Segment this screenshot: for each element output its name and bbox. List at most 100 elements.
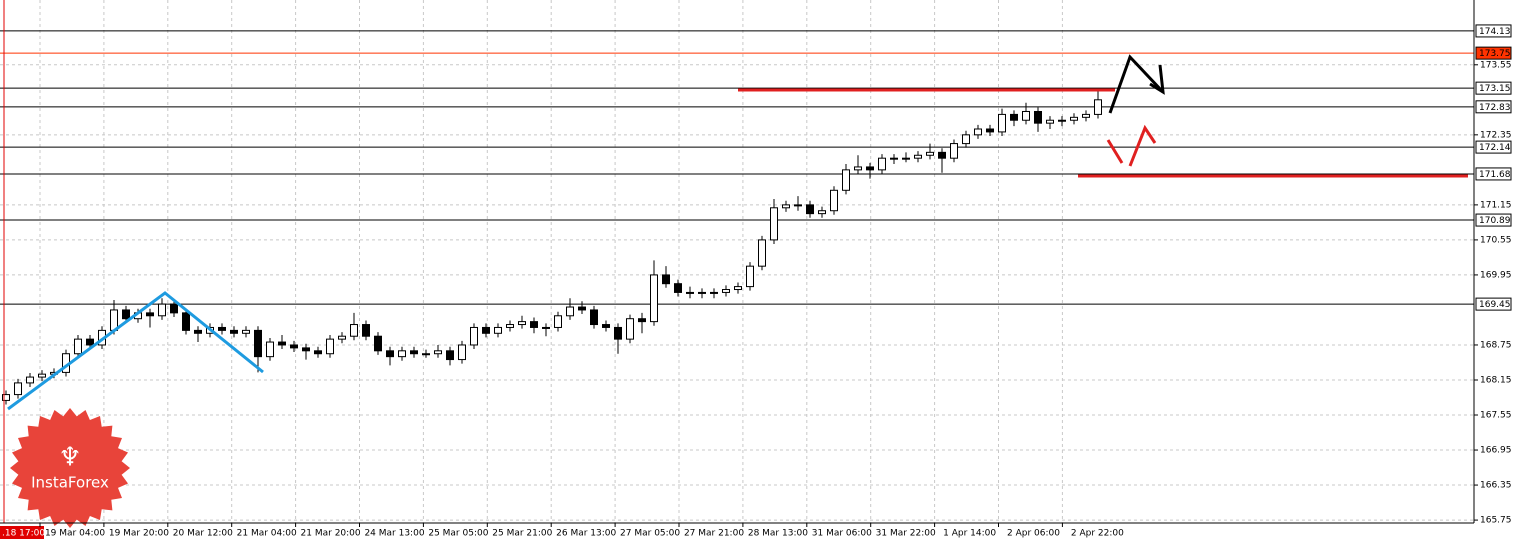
- candle-body: [734, 286, 742, 291]
- y-tick-label: 166.95: [1480, 446, 1512, 456]
- candle-body: [638, 318, 646, 323]
- candle-body: [38, 373, 46, 378]
- candle-body: [566, 306, 574, 317]
- y-tick-label: 172.35: [1480, 130, 1512, 140]
- candle-body: [422, 353, 430, 356]
- x-tick-label: 1 Apr 14:00: [943, 529, 996, 539]
- candle-body: [818, 210, 826, 215]
- y-tick-label: 170.55: [1480, 235, 1512, 245]
- level-label: 174.13: [1479, 27, 1511, 37]
- x-tick-label: 26 Mar 13:00: [556, 529, 616, 539]
- candle-body: [1070, 116, 1078, 121]
- level-label-box: [1475, 297, 1512, 311]
- candle-body: [266, 341, 274, 358]
- candle-body: [398, 350, 406, 358]
- y-tick-label: 169.95: [1480, 270, 1512, 280]
- candle-body: [626, 318, 634, 340]
- candle-body: [350, 324, 358, 337]
- candle-body: [530, 321, 538, 328]
- candle-body: [434, 350, 442, 355]
- level-label: 170.89: [1479, 216, 1511, 226]
- x-tick-label: 20 Mar 12:00: [173, 529, 233, 539]
- level-label: 169.45: [1479, 300, 1511, 310]
- candle-body: [314, 350, 322, 355]
- x-tick-label: 25 Mar 21:00: [492, 529, 552, 539]
- candle-body: [698, 291, 706, 294]
- candle-body: [1058, 119, 1066, 122]
- x-tick-label: 28 Mar 13:00: [748, 529, 808, 539]
- level-label: 171.68: [1479, 170, 1511, 180]
- candle-body: [26, 376, 34, 384]
- candle-body: [710, 291, 718, 294]
- start-label: .18 17:00: [2, 529, 45, 539]
- y-tick-label: 173.55: [1480, 60, 1512, 70]
- candle-body: [194, 329, 202, 334]
- candle-body: [650, 274, 658, 323]
- x-tick-label: 24 Mar 13:00: [364, 529, 424, 539]
- x-tick-label: 21 Mar 20:00: [301, 529, 361, 539]
- candle-body: [686, 291, 694, 294]
- level-label-box: [1475, 167, 1512, 181]
- y-tick-label: 166.35: [1480, 481, 1512, 491]
- candle-body: [674, 283, 682, 293]
- candle-body: [74, 338, 82, 355]
- start-label-box: [0, 526, 44, 539]
- candle-body: [338, 335, 346, 340]
- candle-body: [218, 326, 226, 331]
- candle-body: [302, 347, 310, 352]
- x-tick-label: 2 Apr 06:00: [1007, 529, 1060, 539]
- candle-body: [1010, 113, 1018, 121]
- axes: 165.75 166.35 166.95 167.55 168.15 168.75 169.…: [0, 24, 1512, 539]
- candle-body: [554, 315, 562, 328]
- y-tick-label: 168.75: [1480, 340, 1512, 350]
- arrow-annotation-red: [1106, 139, 1124, 164]
- candle-body: [14, 382, 22, 396]
- candle-body: [470, 326, 478, 346]
- levels: [0, 30, 1474, 305]
- candle-body: [854, 166, 862, 171]
- x-tick-label: 2 Apr 22:00: [1071, 529, 1124, 539]
- candle-body: [842, 169, 850, 191]
- level-label: 173.15: [1479, 84, 1511, 94]
- candle-body: [998, 113, 1006, 133]
- candle-body: [770, 207, 778, 241]
- candle-body: [938, 151, 946, 159]
- candle-body: [602, 324, 610, 328]
- candles: [2, 88, 1102, 405]
- candle-body: [290, 344, 298, 349]
- candle-body: [806, 204, 814, 215]
- candle-body: [890, 157, 898, 160]
- candle-body: [902, 157, 910, 160]
- candle-body: [866, 166, 874, 171]
- candle-body: [986, 128, 994, 133]
- candle-body: [662, 274, 670, 285]
- candle-body: [962, 134, 970, 145]
- candle-body: [254, 329, 262, 358]
- candle-body: [362, 324, 370, 337]
- candle-body: [926, 151, 934, 156]
- candle-body: [458, 344, 466, 361]
- candle-body: [914, 154, 922, 159]
- candle-body: [386, 350, 394, 358]
- candle-body: [494, 326, 502, 334]
- candle-body: [122, 309, 130, 320]
- candle-body: [950, 143, 958, 159]
- x-tick-label: 19 Mar 20:00: [109, 529, 169, 539]
- candle-body: [542, 326, 550, 329]
- candle-body: [182, 312, 190, 331]
- level-label: 173.75: [1479, 49, 1511, 59]
- arrow-annotation: [1108, 54, 1165, 114]
- x-tick-label: 25 Mar 05:00: [428, 529, 488, 539]
- candle-body: [1022, 110, 1030, 121]
- candle-body: [722, 289, 730, 293]
- candle-body: [170, 303, 178, 314]
- candle-body: [278, 341, 286, 346]
- candle-body: [506, 324, 514, 328]
- candle-body: [974, 128, 982, 136]
- candle-body: [86, 338, 94, 346]
- logo-badge: [10, 408, 130, 528]
- candle-body: [230, 329, 238, 334]
- candle-body: [794, 204, 802, 207]
- y-tick-label: 165.75: [1480, 516, 1512, 526]
